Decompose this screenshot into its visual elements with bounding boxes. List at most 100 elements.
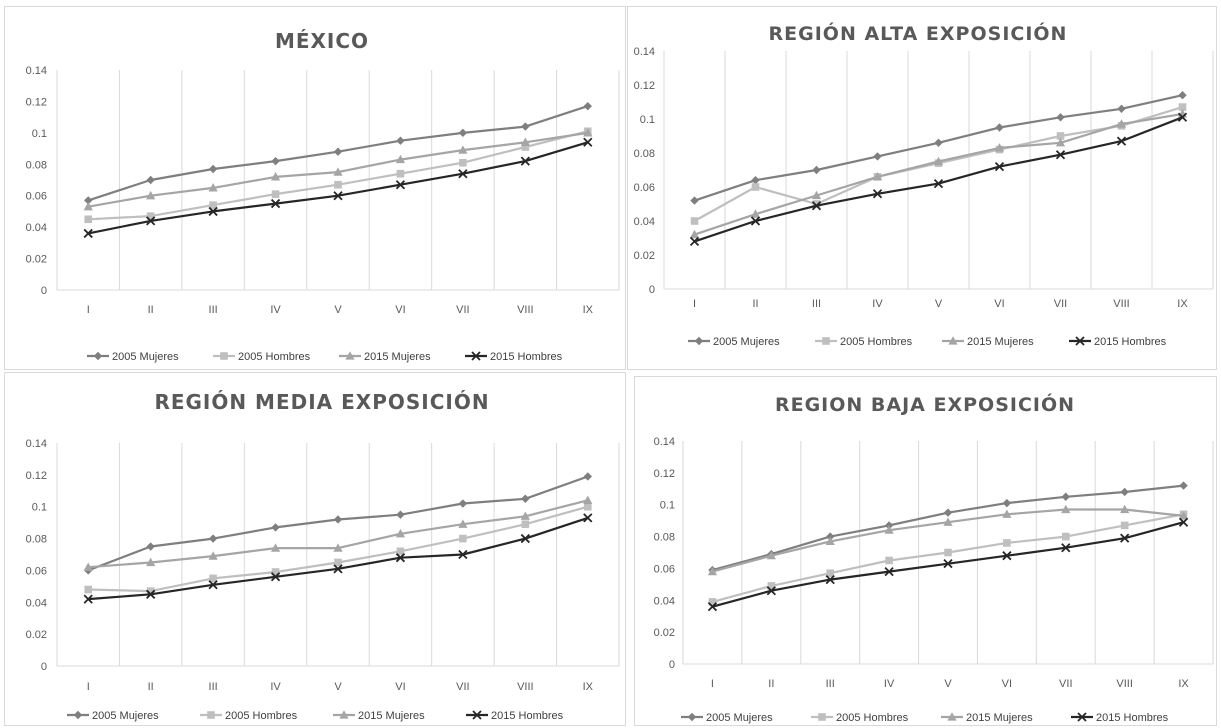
data-point — [83, 228, 93, 239]
data-point — [583, 472, 592, 481]
x-tick-label: VIII — [517, 681, 534, 693]
chart-panel-baja: REGION BAJA EXPOSICIÓN 0 0.02 0.04 0.06 0.08 0… — [634, 376, 1217, 726]
data-point — [84, 196, 93, 205]
y-tick-label: 0.02 — [26, 629, 47, 641]
data-point — [872, 189, 883, 199]
data-point — [83, 201, 93, 211]
y-tick-label: 0 — [669, 659, 675, 671]
data-point — [396, 510, 405, 519]
data-point — [884, 566, 894, 577]
data-point — [766, 586, 776, 596]
series-1-group — [690, 91, 1187, 205]
x-tick-label: I — [87, 681, 90, 693]
y-tick-label: 0.08 — [26, 534, 47, 546]
y-tick-label: 0.02 — [634, 250, 655, 262]
y-tick-label: 0.12 — [654, 468, 675, 480]
x-tick-label: I — [693, 298, 696, 310]
x-tick-label: V — [935, 298, 943, 310]
data-point — [83, 594, 93, 604]
data-point — [458, 519, 468, 528]
legend-marker — [339, 710, 349, 719]
data-point — [933, 178, 944, 189]
data-point — [583, 495, 593, 504]
x-tick-label: III — [209, 304, 218, 316]
chart-panel-media: REGIÓN MEDIA EXPOSICIÓN 0 0.02 0.04 0.06 0.08… — [4, 372, 626, 726]
legend-label: 2005 Mujeres — [706, 712, 773, 724]
series-4-group — [689, 112, 1188, 247]
data-point — [943, 517, 953, 526]
data-point — [708, 598, 717, 606]
data-point — [583, 137, 593, 147]
data-point — [520, 533, 530, 544]
data-point — [812, 200, 821, 208]
data-point — [583, 513, 593, 523]
legend-label: 2015 Hombres — [1096, 712, 1169, 724]
legend-label: 2015 Mujeres — [967, 336, 1034, 348]
legend-label: 2005 Hombres — [225, 710, 298, 722]
data-point — [1002, 551, 1012, 561]
data-point — [943, 508, 953, 517]
series-3-group — [83, 495, 593, 571]
y-tick-label: 0 — [649, 284, 655, 296]
x-tick-label: IV — [270, 681, 281, 693]
data-point — [458, 549, 468, 560]
x-tick-label: VIII — [1116, 678, 1133, 690]
legend-marker — [471, 351, 481, 361]
legend-marker — [93, 351, 103, 361]
data-point — [583, 128, 593, 137]
data-point — [707, 566, 718, 576]
data-point — [208, 580, 218, 590]
data-point — [1178, 511, 1189, 520]
x-tick-label: VII — [456, 681, 469, 693]
data-point — [270, 172, 281, 181]
data-point — [520, 156, 530, 166]
y-tick-label: 0.04 — [654, 595, 675, 607]
data-point — [459, 534, 467, 543]
y-tick-label: 0.1 — [32, 502, 47, 514]
data-point — [1178, 91, 1187, 100]
legend-entry: 2015 Mujeres — [942, 336, 1034, 348]
legend-marker — [822, 337, 830, 345]
data-point — [521, 494, 530, 503]
data-point — [933, 156, 944, 166]
y-tick-label: 0.1 — [640, 114, 655, 126]
data-point — [1116, 136, 1127, 146]
data-point — [521, 143, 530, 151]
data-point — [1003, 539, 1011, 547]
data-point — [209, 574, 217, 583]
legend-label: 2005 Mujeres — [112, 351, 179, 363]
data-point — [334, 180, 342, 189]
data-point — [884, 525, 894, 534]
data-point — [84, 585, 93, 594]
data-point — [208, 164, 218, 174]
x-tick-label: V — [334, 304, 342, 316]
series-2-group — [84, 502, 592, 595]
data-point — [396, 136, 405, 145]
data-point — [750, 216, 761, 226]
series-1-group — [84, 101, 592, 205]
x-tick-label: III — [812, 298, 821, 310]
data-point — [767, 582, 776, 590]
data-point — [333, 147, 343, 156]
data-point — [458, 499, 468, 508]
data-point — [1178, 103, 1187, 111]
data-point — [84, 215, 93, 224]
data-point — [1120, 487, 1129, 497]
data-point — [995, 123, 1004, 132]
chart-title: MÉXICO — [275, 29, 369, 53]
legend-entry: 2005 Mujeres — [681, 712, 773, 724]
data-point — [333, 167, 343, 176]
data-point — [209, 201, 217, 209]
y-tick-label: 0.08 — [654, 532, 675, 544]
y-tick-label: 0.12 — [26, 470, 47, 482]
legend-label: 2015 Mujeres — [358, 710, 425, 722]
data-point — [208, 551, 218, 560]
x-tick-label: IV — [872, 298, 883, 310]
legend-entry: 2015 Mujeres — [333, 710, 425, 722]
data-point — [1117, 104, 1126, 113]
data-point — [333, 543, 343, 552]
series-line — [694, 112, 1183, 236]
x-tick-label: VII — [1054, 298, 1067, 310]
data-point — [751, 183, 760, 191]
